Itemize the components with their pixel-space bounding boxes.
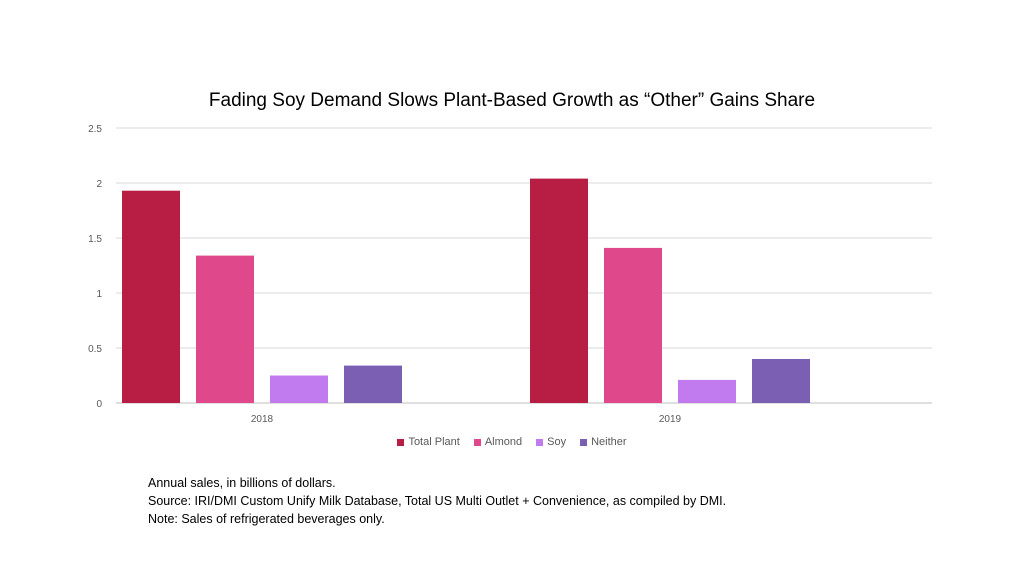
legend-label-soy: Soy	[547, 436, 567, 448]
bar-neither-2019	[752, 359, 810, 403]
y-tick-label: 1.5	[88, 234, 102, 245]
y-tick-label: 2	[96, 179, 102, 190]
legend-item-soy: Soy	[536, 436, 566, 448]
legend-label-neither: Neither	[591, 436, 627, 448]
legend-swatch-total-plant	[397, 438, 405, 446]
chart-title: Fading Soy Demand Slows Plant-Based Grow…	[208, 90, 816, 111]
note-units: Annual sales, in billions of dollars.	[148, 476, 336, 490]
bar-soy-2019	[678, 379, 736, 403]
note-scope: Note: Sales of refrigerated beverages on…	[148, 512, 385, 526]
legend-swatch-neither	[580, 438, 588, 446]
y-tick-label: 0	[96, 399, 102, 410]
bar-neither-2018	[344, 365, 402, 403]
chart-notes: Annual sales, in billions of dollars. So…	[148, 474, 726, 528]
legend-swatch-almond	[473, 438, 481, 446]
legend: Total Plant Almond Soy Neither	[0, 436, 1024, 448]
legend-item-neither: Neither	[580, 436, 627, 448]
y-tick-label: 2.5	[88, 124, 102, 135]
bar-soy-2018	[270, 375, 328, 403]
bar-almond-2018	[196, 255, 254, 403]
bar-total-plant-2019	[530, 178, 588, 403]
bar-almond-2019	[604, 247, 662, 403]
legend-item-almond: Almond	[473, 436, 523, 448]
note-source: Source: IRI/DMI Custom Unify Milk Databa…	[148, 494, 727, 508]
legend-label-total-plant: Total Plant	[408, 436, 460, 448]
x-tick-label: 2019	[659, 414, 682, 425]
legend-item-total-plant: Total Plant	[397, 436, 460, 448]
legend-label-almond: Almond	[484, 436, 523, 448]
y-tick-label: 0.5	[88, 344, 102, 355]
legend-swatch-soy	[536, 438, 544, 446]
bar-total-plant-2018	[122, 190, 180, 403]
x-tick-label: 2018	[251, 414, 274, 425]
y-tick-label: 1	[96, 289, 102, 300]
